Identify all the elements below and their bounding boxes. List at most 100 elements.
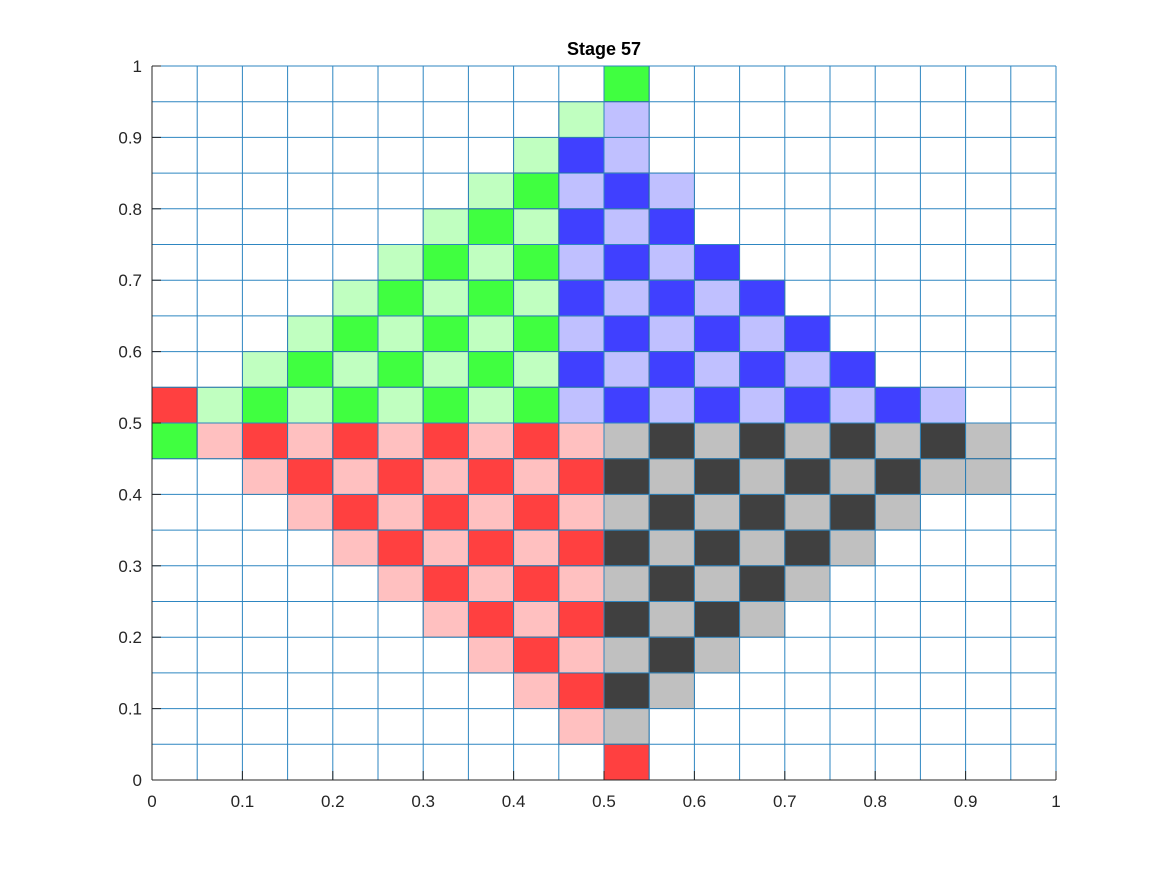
heatmap-cell bbox=[513, 315, 560, 352]
heatmap-cell bbox=[377, 493, 424, 531]
y-tick-label: 1 bbox=[133, 57, 142, 76]
heatmap-cell bbox=[739, 493, 786, 531]
heatmap-cell bbox=[467, 244, 514, 281]
heatmap-cell bbox=[467, 386, 514, 424]
heatmap-cell bbox=[467, 315, 514, 352]
heatmap-cell bbox=[784, 565, 831, 602]
heatmap-cell bbox=[422, 315, 469, 352]
y-tick-label: 0.5 bbox=[118, 414, 142, 433]
y-tick-label: 0.4 bbox=[118, 485, 142, 504]
y-tick-label: 0.6 bbox=[118, 343, 142, 362]
heatmap-cell bbox=[920, 422, 967, 460]
x-tick-label: 0.1 bbox=[231, 792, 255, 811]
heatmap-cell bbox=[739, 351, 786, 388]
heatmap-cell bbox=[422, 351, 469, 388]
heatmap-cell bbox=[287, 493, 334, 531]
heatmap-cell bbox=[467, 208, 514, 245]
heatmap-cell bbox=[829, 386, 876, 424]
heatmap-cell bbox=[739, 279, 786, 317]
heatmap-cell bbox=[241, 422, 288, 460]
x-tick-label: 0.2 bbox=[321, 792, 345, 811]
heatmap-cell bbox=[648, 244, 695, 281]
heatmap-cell bbox=[558, 315, 605, 352]
heatmap-cell bbox=[241, 351, 288, 388]
heatmap-cell bbox=[467, 636, 514, 674]
heatmap-cell bbox=[603, 672, 650, 710]
heatmap-cell bbox=[467, 601, 514, 638]
heatmap-cell bbox=[694, 565, 741, 602]
heatmap-cell bbox=[377, 244, 424, 281]
heatmap-cell bbox=[467, 279, 514, 317]
heatmap-cell bbox=[558, 386, 605, 424]
heatmap-cell bbox=[694, 244, 741, 281]
heatmap-cell bbox=[332, 458, 379, 495]
heatmap-cell bbox=[829, 351, 876, 388]
heatmap-cell bbox=[513, 172, 560, 210]
heatmap-cell bbox=[196, 422, 243, 460]
heatmap-cell bbox=[332, 351, 379, 388]
heatmap-cell bbox=[467, 351, 514, 388]
heatmap-cell bbox=[513, 601, 560, 638]
heatmap-cell bbox=[422, 386, 469, 424]
heatmap-cell bbox=[513, 244, 560, 281]
heatmap-cell bbox=[513, 458, 560, 495]
heatmap-cell bbox=[965, 422, 1012, 460]
heatmap-cell bbox=[422, 208, 469, 245]
heatmap-cell bbox=[603, 386, 650, 424]
heatmap-cell bbox=[603, 172, 650, 210]
heatmap-cell bbox=[603, 244, 650, 281]
heatmap-cell bbox=[603, 208, 650, 245]
heatmap-cell bbox=[287, 458, 334, 495]
heatmap-cell bbox=[648, 672, 695, 710]
heatmap-cell bbox=[558, 101, 605, 138]
heatmap-cell bbox=[422, 244, 469, 281]
heatmap-cell bbox=[603, 136, 650, 174]
heatmap-cell bbox=[513, 636, 560, 674]
heatmap-cell bbox=[739, 601, 786, 638]
heatmap-cell bbox=[558, 672, 605, 710]
heatmap-cell bbox=[648, 565, 695, 602]
heatmap-cell bbox=[829, 493, 876, 531]
heatmap-cell bbox=[694, 279, 741, 317]
heatmap-cell bbox=[694, 458, 741, 495]
x-axis-ticks: 0 0.1 0.2 0.3 0.4 0.5 0.6 0.7 0.8 0.9 1 bbox=[147, 771, 1061, 811]
heatmap-cell bbox=[694, 386, 741, 424]
heatmap-cell bbox=[603, 601, 650, 638]
x-tick-label: 0.6 bbox=[683, 792, 707, 811]
heatmap-cell bbox=[784, 529, 831, 567]
heatmap-cell bbox=[829, 422, 876, 460]
x-tick-label: 0.4 bbox=[502, 792, 526, 811]
heatmap-cell bbox=[513, 565, 560, 602]
heatmap-cell bbox=[377, 422, 424, 460]
heatmap-cell bbox=[377, 279, 424, 317]
x-tick-label: 0.7 bbox=[773, 792, 797, 811]
heatmap-cell bbox=[422, 565, 469, 602]
heatmap-cell bbox=[648, 279, 695, 317]
heatmap-cell bbox=[694, 601, 741, 638]
heatmap-cell bbox=[558, 172, 605, 210]
heatmap-cell bbox=[784, 386, 831, 424]
heatmap-cell bbox=[874, 386, 921, 424]
y-tick-label: 0.9 bbox=[118, 128, 142, 147]
heatmap-cell bbox=[377, 458, 424, 495]
heatmap-cell bbox=[648, 351, 695, 388]
heatmap-cell bbox=[603, 422, 650, 460]
heatmap-cell bbox=[558, 565, 605, 602]
heatmap-cell bbox=[287, 422, 334, 460]
heatmap-cell bbox=[513, 351, 560, 388]
heatmap-cell bbox=[467, 529, 514, 567]
x-tick-label: 1 bbox=[1051, 792, 1060, 811]
heatmap-cell bbox=[739, 458, 786, 495]
heatmap-cell bbox=[920, 458, 967, 495]
x-tick-label: 0.5 bbox=[592, 792, 616, 811]
heatmap-cell bbox=[422, 458, 469, 495]
heatmap-cell bbox=[332, 386, 379, 424]
heatmap-cell bbox=[603, 565, 650, 602]
heatmap-cell bbox=[513, 136, 560, 174]
y-tick-label: 0.7 bbox=[118, 271, 142, 290]
heatmap-cell bbox=[467, 493, 514, 531]
heatmap-cell bbox=[196, 386, 243, 424]
heatmap-cell bbox=[694, 351, 741, 388]
y-tick-label: 0 bbox=[133, 771, 142, 790]
heatmap-cell bbox=[874, 493, 921, 531]
